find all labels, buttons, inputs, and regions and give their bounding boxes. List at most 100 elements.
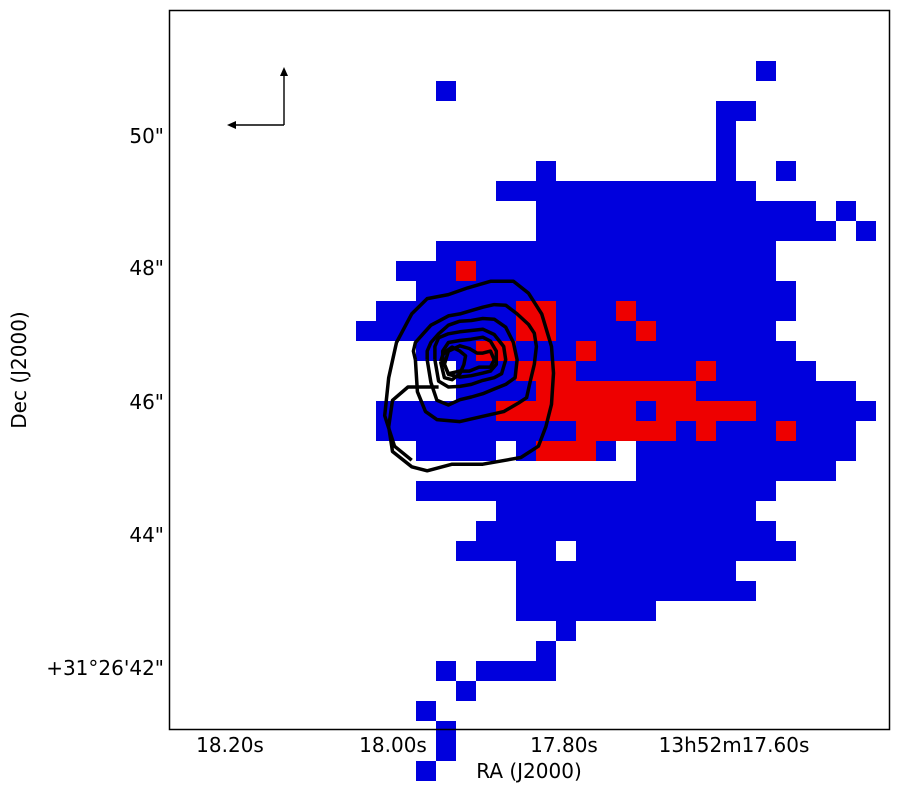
pixel-cell-blue xyxy=(836,421,856,441)
pixel-cell-blue xyxy=(416,761,436,781)
pixel-cell-blue xyxy=(536,201,556,221)
pixel-cell-red xyxy=(736,401,756,421)
pixel-cell-blue xyxy=(716,161,736,181)
pixel-cell-blue xyxy=(556,501,576,521)
pixel-cell-blue xyxy=(376,301,396,321)
pixel-cell-red xyxy=(696,401,716,421)
pixel-cell-blue xyxy=(796,421,816,441)
contour-level-1 xyxy=(411,302,539,424)
pixel-cell-blue xyxy=(676,541,696,561)
pixel-cell-blue xyxy=(636,541,656,561)
pixel-cell-red xyxy=(616,401,636,421)
pixel-cell-blue xyxy=(656,181,676,201)
pixel-cell-blue xyxy=(596,481,616,501)
pixel-cell-blue xyxy=(576,321,596,341)
pixel-cell-blue xyxy=(616,601,636,621)
pixel-cell-blue xyxy=(596,261,616,281)
pixel-cell-blue xyxy=(496,481,516,501)
x-tick-label: 17.80s xyxy=(530,733,598,757)
pixel-cell-blue xyxy=(636,261,656,281)
pixel-cell-blue xyxy=(816,401,836,421)
pixel-cell-blue xyxy=(616,281,636,301)
pixel-cell-blue xyxy=(416,421,436,441)
pixel-cell-blue xyxy=(376,321,396,341)
pixel-cell-blue xyxy=(756,461,776,481)
pixel-cell-blue xyxy=(536,221,556,241)
y-tick-label: 44" xyxy=(129,523,164,547)
pixel-cell-blue xyxy=(596,221,616,241)
pixel-cell-blue xyxy=(676,241,696,261)
pixel-cell-blue xyxy=(596,501,616,521)
pixel-cell-blue xyxy=(636,361,656,381)
pixel-cell-blue xyxy=(416,481,436,501)
pixel-cell-blue xyxy=(696,481,716,501)
pixel-cell-blue xyxy=(676,561,696,581)
pixel-cell-blue xyxy=(636,221,656,241)
pixel-cell-blue xyxy=(496,421,516,441)
pixel-cell-blue xyxy=(696,561,716,581)
pixel-cell-blue xyxy=(736,341,756,361)
pixel-cell-blue xyxy=(716,581,736,601)
pixel-cell-blue xyxy=(596,341,616,361)
pixel-cell-blue xyxy=(756,321,776,341)
pixel-cell-blue xyxy=(676,461,696,481)
pixel-cell-blue xyxy=(516,581,536,601)
pixel-cell-blue xyxy=(716,561,736,581)
pixel-cell-red xyxy=(616,301,636,321)
pixel-cell-blue xyxy=(776,441,796,461)
pixel-cell-blue xyxy=(556,521,576,541)
pixel-cell-blue xyxy=(476,261,496,281)
pixel-cell-blue xyxy=(816,421,836,441)
pixel-cell-blue xyxy=(636,401,656,421)
pixel-cell-blue xyxy=(796,201,816,221)
pixel-cell-blue xyxy=(396,261,416,281)
pixel-cell-blue xyxy=(816,221,836,241)
pixel-cell-blue xyxy=(736,521,756,541)
pixel-cell-blue xyxy=(716,481,736,501)
pixel-cell-blue xyxy=(576,501,596,521)
pixel-cell-blue xyxy=(536,601,556,621)
pixel-cell-blue xyxy=(716,101,736,121)
pixel-cell-blue xyxy=(436,741,456,761)
pixel-cell-blue xyxy=(636,481,656,501)
pixel-cell-blue xyxy=(476,281,496,301)
pixel-cell-blue xyxy=(696,241,716,261)
pixel-cell-blue xyxy=(836,401,856,421)
pixel-cell-blue xyxy=(516,341,536,361)
pixel-cell-blue xyxy=(436,661,456,681)
pixel-cell-blue xyxy=(416,281,436,301)
pixel-cell-blue xyxy=(536,501,556,521)
pixel-cell-blue xyxy=(656,481,676,501)
pixel-cell-blue xyxy=(616,201,636,221)
pixel-cell-red xyxy=(516,401,536,421)
pixel-cell-blue xyxy=(656,321,676,341)
pixel-cell-blue xyxy=(816,441,836,461)
pixel-cell-blue xyxy=(696,281,716,301)
pixel-cell-blue xyxy=(856,221,876,241)
pixel-cell-blue xyxy=(556,321,576,341)
pixel-cell-blue xyxy=(596,561,616,581)
pixel-cell-blue xyxy=(616,321,636,341)
pixel-cell-blue xyxy=(516,181,536,201)
pixel-cell-blue xyxy=(436,721,456,741)
pixel-cell-blue xyxy=(536,521,556,541)
pixel-cell-blue xyxy=(776,161,796,181)
pixel-cell-blue xyxy=(616,221,636,241)
pixel-cell-blue xyxy=(636,601,656,621)
pixel-cell-blue xyxy=(656,461,676,481)
pixel-cell-blue xyxy=(736,101,756,121)
pixel-cell-blue xyxy=(636,441,656,461)
pixel-cell-blue xyxy=(716,201,736,221)
pixel-cell-blue xyxy=(836,201,856,221)
pixel-cell-blue xyxy=(596,301,616,321)
pixel-cell-blue xyxy=(716,141,736,161)
pixel-cell-blue xyxy=(396,421,416,441)
pixel-cell-red xyxy=(716,401,736,421)
pixel-cell-blue xyxy=(516,561,536,581)
pixel-cell-blue xyxy=(676,181,696,201)
pixel-cell-blue xyxy=(736,581,756,601)
pixel-cell-blue xyxy=(496,241,516,261)
pixel-cell-blue xyxy=(516,661,536,681)
pixel-cell-blue xyxy=(836,381,856,401)
